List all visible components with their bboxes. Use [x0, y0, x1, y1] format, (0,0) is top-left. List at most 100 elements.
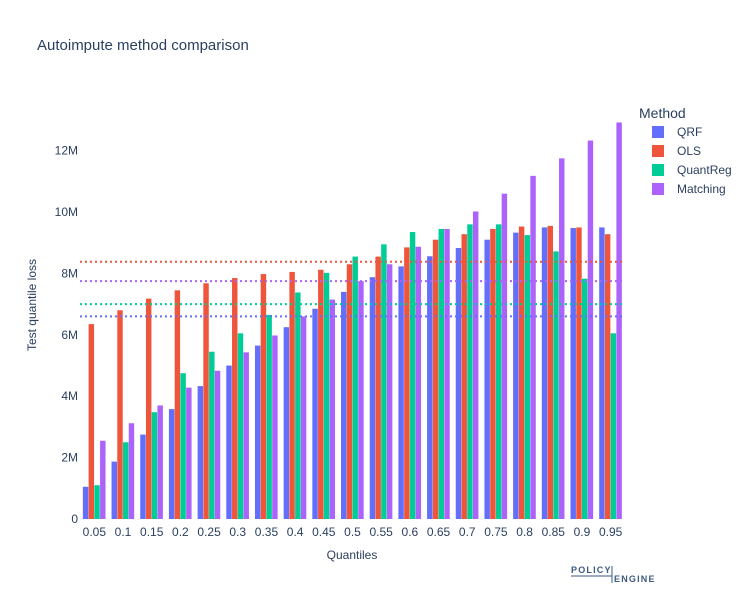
bar-matching-0.75 — [501, 193, 508, 519]
y-axis-title: Test quantile loss — [25, 259, 39, 351]
bar-qrf-0.75 — [484, 239, 490, 519]
x-tick-label: 0.6 — [402, 525, 419, 539]
bar-ols-0.7 — [461, 234, 467, 519]
bar-qrf-0.85 — [541, 227, 548, 520]
bar-ols-0.95 — [604, 234, 611, 519]
bar-ols-0.85 — [547, 225, 553, 519]
x-tick-label: 0.3 — [229, 525, 246, 539]
bar-matching-0.25 — [214, 370, 221, 519]
bar-quantreg-0.8 — [524, 235, 531, 519]
legend-item-ols[interactable]: OLS — [652, 144, 701, 158]
legend-item-matching[interactable]: Matching — [652, 182, 726, 196]
legend-label: QuantReg — [677, 163, 732, 177]
bar-ols-0.3 — [232, 278, 238, 519]
bar-quantreg-0.65 — [438, 228, 444, 519]
bar-ols-0.1 — [117, 310, 123, 519]
legend-item-quantreg[interactable]: QuantReg — [652, 163, 732, 177]
y-tick-label: 2M — [61, 451, 78, 465]
x-tick-label: 0.4 — [287, 525, 304, 539]
x-tick-label: 0.45 — [312, 525, 336, 539]
bar-matching-0.85 — [559, 158, 565, 519]
bar-matching-0.1 — [128, 423, 135, 519]
bar-qrf-0.3 — [226, 365, 232, 519]
x-axis-ticks: 0.05 0.1 0.15 0.2 0.25 0.3 0.35 0.4 0.45 0.5 0.55 0… — [83, 525, 623, 539]
bar-quantreg-0.75 — [495, 224, 502, 519]
bar-matching-0.45 — [329, 299, 335, 519]
legend-item-qrf[interactable]: QRF — [652, 125, 702, 139]
bar-qrf-0.55 — [369, 277, 376, 519]
x-axis-title: Quantiles — [327, 548, 378, 562]
bar-qrf-0.45 — [312, 308, 318, 519]
bar-quantreg-0.5 — [352, 256, 358, 519]
bar-ols-0.65 — [432, 239, 439, 519]
bar-ols-0.6 — [404, 247, 410, 519]
bar-qrf-0.2 — [168, 409, 175, 519]
bar-quantreg-0.35 — [266, 314, 272, 519]
bar-matching-0.4 — [300, 316, 307, 519]
bar-matching-0.35 — [272, 335, 278, 519]
x-tick-label: 0.55 — [370, 525, 394, 539]
bar-quantreg-0.9 — [581, 278, 588, 519]
x-tick-label: 0.2 — [172, 525, 189, 539]
y-tick-label: 12M — [55, 144, 78, 158]
bar-ols-0.05 — [88, 324, 95, 519]
bar-ols-0.8 — [518, 226, 525, 519]
bar-ols-0.15 — [145, 298, 152, 519]
bar-qrf-0.8 — [513, 232, 519, 519]
legend-swatch — [652, 164, 664, 176]
legend-swatch — [652, 183, 664, 195]
bar-matching-0.15 — [157, 405, 163, 519]
x-tick-label: 0.1 — [115, 525, 132, 539]
policy-engine-logo: POLICY ENGINE — [571, 565, 655, 584]
bar-qrf-0.25 — [197, 386, 204, 519]
bar-qrf-0.65 — [427, 256, 433, 519]
bars-layer — [82, 122, 622, 520]
bar-qrf-0.1 — [111, 461, 117, 519]
bar-matching-0.95 — [616, 122, 622, 520]
bar-ols-0.25 — [203, 283, 209, 519]
bar-quantreg-0.45 — [323, 272, 330, 519]
bar-qrf-0.7 — [455, 247, 462, 520]
bar-ols-0.35 — [260, 274, 267, 519]
logo-line-1: POLICY — [571, 565, 612, 575]
legend-label: Matching — [677, 182, 726, 196]
bar-quantreg-0.2 — [180, 373, 186, 519]
bar-quantreg-0.25 — [209, 351, 215, 519]
bar-qrf-0.95 — [599, 227, 605, 520]
bar-quantreg-0.7 — [467, 224, 473, 519]
legend-label: QRF — [677, 125, 702, 139]
bar-quantreg-0.55 — [381, 244, 387, 520]
y-tick-label: 4M — [61, 389, 78, 403]
legend-title: Method — [639, 105, 686, 121]
reference-lines-layer — [80, 260, 625, 318]
x-tick-label: 0.75 — [484, 525, 508, 539]
bar-quantreg-0.1 — [123, 442, 129, 519]
x-tick-label: 0.5 — [344, 525, 361, 539]
bar-ols-0.55 — [375, 256, 381, 519]
bar-matching-0.65 — [444, 228, 450, 519]
bar-qrf-0.05 — [82, 486, 89, 519]
bar-qrf-0.9 — [570, 228, 576, 520]
bar-matching-0.7 — [472, 211, 479, 519]
bar-quantreg-0.3 — [237, 333, 244, 519]
bar-matching-0.2 — [186, 387, 192, 519]
bar-ols-0.2 — [174, 290, 181, 519]
bar-quantreg-0.85 — [553, 251, 559, 520]
bar-matching-0.8 — [530, 175, 536, 520]
x-tick-label: 0.85 — [542, 525, 566, 539]
bar-qrf-0.4 — [283, 327, 290, 519]
legend-swatch — [652, 126, 664, 138]
bar-ols-0.5 — [346, 264, 353, 519]
bar-matching-0.55 — [386, 264, 393, 519]
y-axis-ticks: 0 2M 4M 6M 8M 10M 12M — [55, 144, 79, 526]
bar-qrf-0.35 — [254, 345, 261, 519]
legend-label: OLS — [677, 144, 701, 158]
bar-matching-0.3 — [243, 352, 249, 519]
x-tick-label: 0.15 — [140, 525, 164, 539]
bar-matching-0.9 — [587, 140, 594, 519]
x-tick-label: 0.25 — [197, 525, 221, 539]
y-tick-label: 8M — [61, 266, 78, 280]
bar-ols-0.45 — [318, 269, 324, 519]
bar-qrf-0.5 — [341, 291, 347, 519]
